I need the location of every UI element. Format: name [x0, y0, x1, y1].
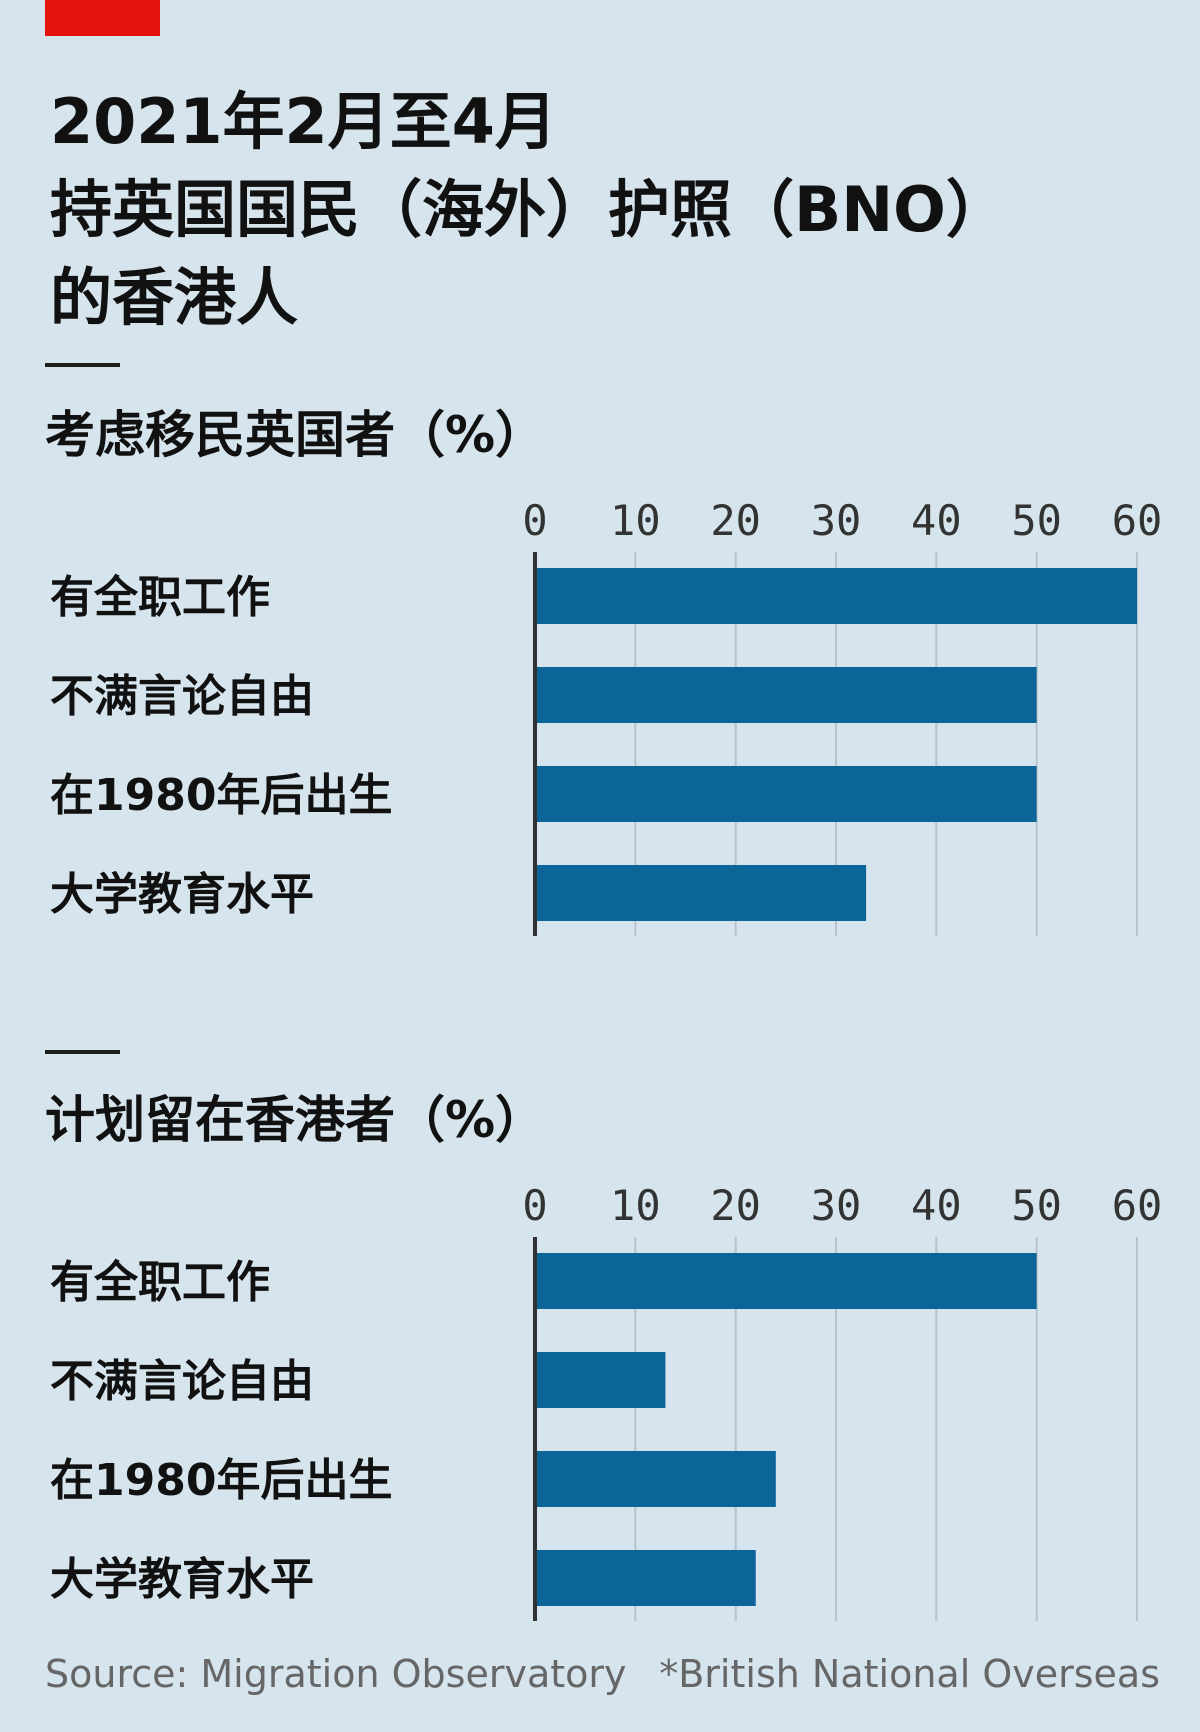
category-label: 大学教育水平: [50, 1554, 314, 1605]
bar: [535, 667, 1037, 723]
category-label: 在1980年后出生: [50, 1455, 392, 1506]
section-rule: [45, 1050, 120, 1054]
footnote: *British National Overseas: [659, 1652, 1160, 1696]
tick-label: 60: [1112, 1181, 1163, 1230]
bar: [535, 568, 1137, 624]
bar: [535, 1352, 666, 1408]
tick-label: 50: [1011, 496, 1062, 545]
category-label: 不满言论自由: [50, 671, 314, 722]
category-label: 在1980年后出生: [50, 770, 392, 821]
tick-label: 40: [911, 1181, 962, 1230]
category-label: 有全职工作: [50, 572, 270, 623]
source-note: Source: Migration Observatory: [45, 1652, 627, 1696]
tick-label: 0: [522, 1181, 547, 1230]
bar: [535, 1550, 756, 1606]
tick-label: 20: [710, 496, 761, 545]
bar: [535, 865, 867, 921]
tick-label: 40: [911, 496, 962, 545]
title-line: 2021年2月至4月: [50, 85, 557, 158]
category-label: 有全职工作: [50, 1257, 270, 1308]
bar: [535, 1451, 776, 1507]
bar: [535, 1253, 1037, 1309]
section-rule: [45, 363, 120, 367]
category-label: 不满言论自由: [50, 1356, 314, 1407]
page-title: 2021年2月至4月 持英国国民（海外）护照（BNO） 的香港人: [50, 78, 1008, 342]
bar: [535, 766, 1037, 822]
tick-label: 60: [1112, 496, 1163, 545]
tick-label: 10: [610, 1181, 661, 1230]
chart-2-title: 计划留在香港者（%）: [45, 1091, 546, 1149]
title-line: 持英国国民（海外）护照（BNO）: [50, 173, 1008, 246]
tick-label: 30: [811, 1181, 862, 1230]
title-line: 的香港人: [50, 261, 299, 334]
tick-label: 10: [610, 496, 661, 545]
category-label: 大学教育水平: [50, 869, 314, 920]
tick-label: 30: [811, 496, 862, 545]
chart-1-title: 考虑移民英国者（%）: [45, 406, 546, 464]
tick-label: 50: [1011, 1181, 1062, 1230]
brand-tag: [45, 0, 160, 36]
tick-label: 20: [710, 1181, 761, 1230]
tick-label: 0: [522, 496, 547, 545]
